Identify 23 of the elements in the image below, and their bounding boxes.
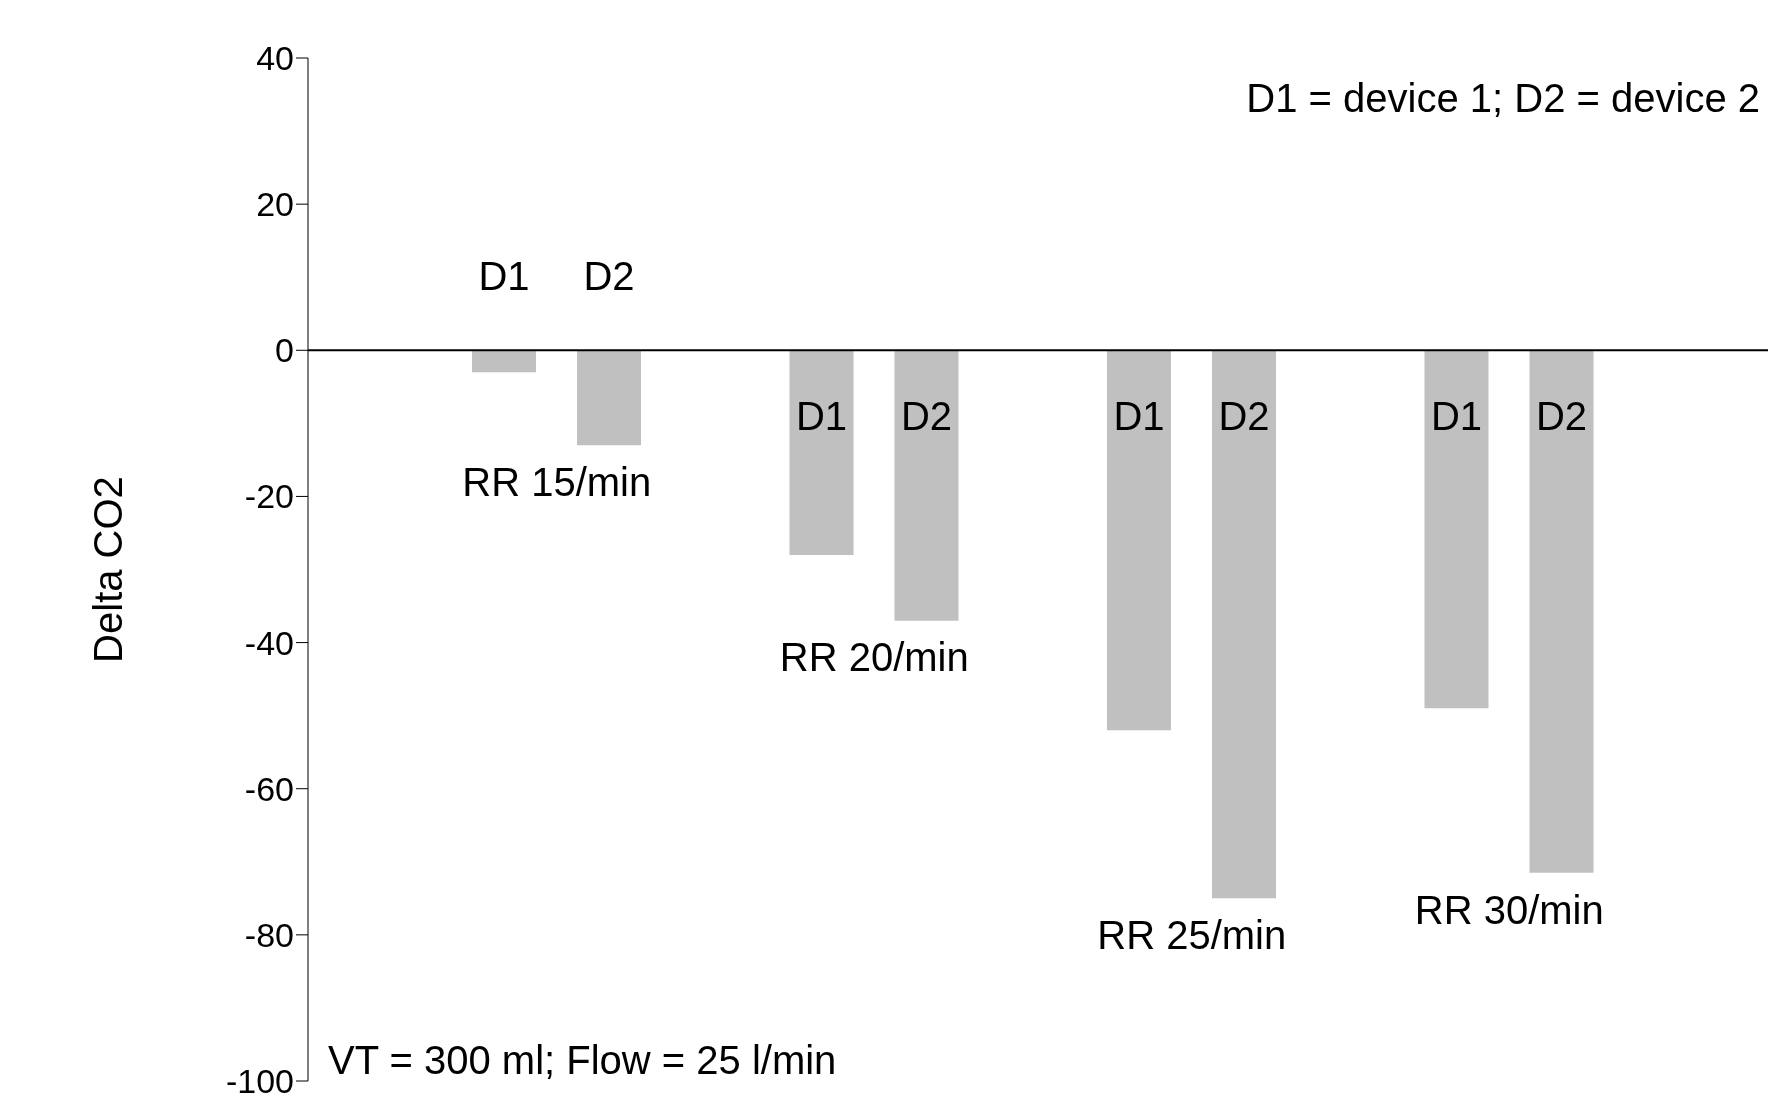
y-tick-label: -80 [244, 915, 294, 954]
x-tick-label: RR 20/min [779, 635, 969, 680]
series-label: D2 [900, 394, 953, 439]
x-tick-label: RR 25/min [1097, 913, 1287, 958]
series-label: D1 [795, 394, 848, 439]
y-tick-label: -40 [244, 623, 294, 662]
y-tick-label: 0 [275, 331, 294, 370]
y-tick-label: 40 [256, 39, 294, 78]
text: D2 [583, 254, 635, 299]
annotation: VT = 300 ml; Flow = 25 l/min [328, 1038, 837, 1083]
y-axis-title: Delta CO2 [86, 476, 131, 663]
y-tick-label: -60 [244, 769, 294, 808]
x-tick-label: RR 15/min [462, 459, 652, 504]
text: D1 [478, 254, 530, 299]
y-tick-label: -100 [225, 1062, 294, 1101]
y-tick-label: 20 [256, 185, 294, 224]
text: D1 [1113, 394, 1165, 439]
text: D2 [1535, 394, 1588, 439]
text: D1 [1430, 394, 1483, 439]
annotation: D1 = device 1; D2 = device 2 [1246, 76, 1760, 121]
x-tick-label: RR 30/min [1414, 887, 1604, 932]
y-tick-label: -20 [244, 477, 294, 516]
text: D2 [1218, 394, 1270, 439]
